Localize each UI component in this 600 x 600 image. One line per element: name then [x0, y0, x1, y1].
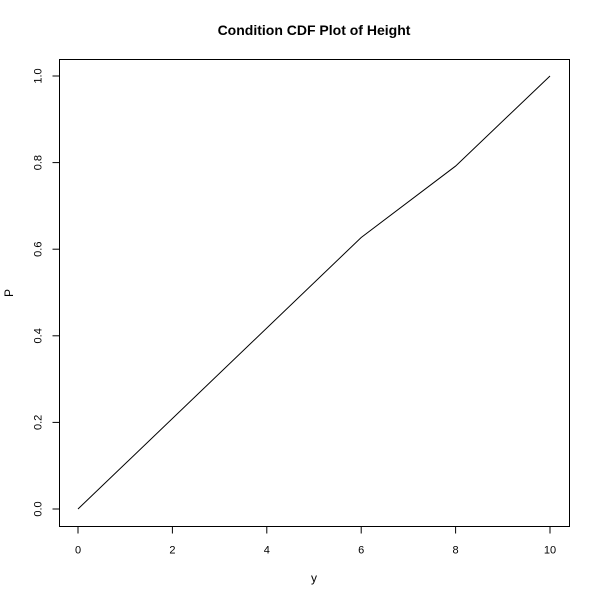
series-layer [77, 75, 551, 510]
plot-area-frame [59, 59, 570, 527]
y-tick-label: 1.0 [33, 68, 45, 83]
x-axis-label: y [311, 571, 317, 585]
x-tick-label: 8 [453, 545, 459, 557]
y-tick-label: 0.2 [33, 415, 45, 430]
y-tick-label: 0.0 [33, 501, 45, 516]
y-tick-label: 0.6 [33, 242, 45, 257]
chart-title: Condition CDF Plot of Height [218, 22, 411, 38]
x-tick-label: 6 [358, 545, 364, 557]
y-axis-label: P [2, 289, 16, 297]
y-axis: 0.0 0.2 0.4 0.6 0.8 1.0 [33, 68, 60, 517]
x-tick-label: 10 [544, 545, 556, 557]
cdf-series-line [77, 75, 551, 510]
x-tick-label: 0 [75, 545, 81, 557]
y-tick-label: 0.8 [33, 155, 45, 170]
x-axis: 0 2 4 6 8 10 [75, 526, 556, 557]
x-tick-label: 4 [264, 545, 270, 557]
y-tick-label: 0.4 [33, 328, 45, 343]
x-tick-label: 2 [169, 545, 175, 557]
